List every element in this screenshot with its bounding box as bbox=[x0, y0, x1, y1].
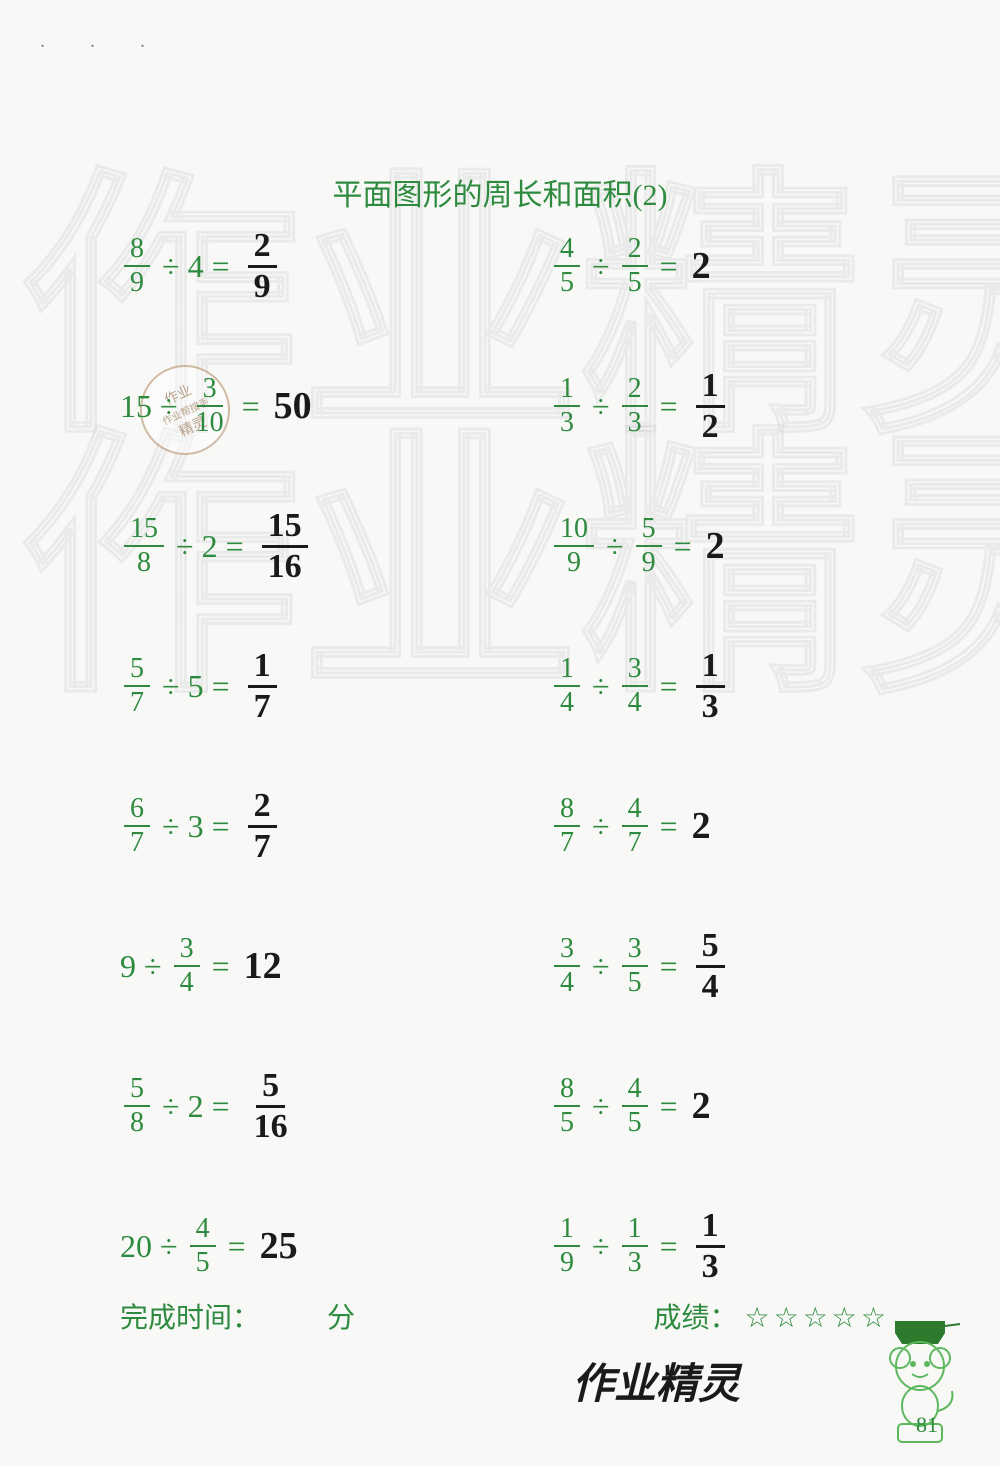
mascot-svg bbox=[860, 1316, 970, 1446]
math-problem: 57÷5=17 bbox=[120, 649, 460, 724]
problems-grid: 89÷4=29 45÷25=2 15÷310=50 13÷23=12 158÷2=151… bbox=[0, 230, 1000, 1350]
math-problem: 67÷3=27 bbox=[120, 789, 460, 864]
problem-row: 15÷310=50 13÷23=12 bbox=[120, 370, 890, 442]
problem-row: 20÷45=25 19÷13=13 bbox=[120, 1210, 890, 1282]
page-number: 81 bbox=[916, 1412, 938, 1438]
problem-row: 67÷3=27 87÷47=2 bbox=[120, 790, 890, 862]
score-section: 成绩： ☆☆☆☆☆ bbox=[653, 1296, 890, 1336]
corner-marks: . . . bbox=[40, 30, 165, 53]
math-problem: 45÷25=2 bbox=[550, 235, 890, 297]
math-problem: 13÷23=12 bbox=[550, 369, 890, 444]
math-problem: 85÷45=2 bbox=[550, 1075, 890, 1137]
time-label: 完成时间： bbox=[120, 1303, 260, 1334]
math-problem: 87÷47=2 bbox=[550, 795, 890, 857]
math-problem: 15÷310=50 bbox=[120, 375, 460, 437]
problem-row: 9÷34=12 34÷35=54 bbox=[120, 930, 890, 1002]
math-problem: 9÷34=12 bbox=[120, 935, 460, 997]
footer-row: 完成时间： 分 成绩： ☆☆☆☆☆ bbox=[120, 1296, 890, 1336]
problem-row: 89÷4=29 45÷25=2 bbox=[120, 230, 890, 302]
score-label: 成绩： bbox=[653, 1303, 737, 1334]
math-problem: 19÷13=13 bbox=[550, 1209, 890, 1284]
handwritten-signature: 作业精灵 bbox=[572, 1350, 740, 1411]
math-problem: 20÷45=25 bbox=[120, 1215, 460, 1277]
math-problem: 89÷4=29 bbox=[120, 229, 460, 304]
problem-row: 58÷2=516 85÷45=2 bbox=[120, 1070, 890, 1142]
worksheet-title: 平面图形的周长和面积(2) bbox=[0, 170, 1000, 214]
problem-row: 57÷5=17 14÷34=13 bbox=[120, 650, 890, 722]
completion-time: 完成时间： 分 bbox=[120, 1296, 355, 1336]
math-problem: 58÷2=516 bbox=[120, 1069, 460, 1144]
monkey-mascot bbox=[860, 1316, 970, 1446]
math-problem: 14÷34=13 bbox=[550, 649, 890, 724]
math-problem: 158÷2=1516 bbox=[120, 509, 460, 584]
problem-row: 158÷2=1516 109÷59=2 bbox=[120, 510, 890, 582]
math-problem: 109÷59=2 bbox=[550, 515, 890, 577]
time-unit: 分 bbox=[327, 1303, 355, 1334]
math-problem: 34÷35=54 bbox=[550, 929, 890, 1004]
